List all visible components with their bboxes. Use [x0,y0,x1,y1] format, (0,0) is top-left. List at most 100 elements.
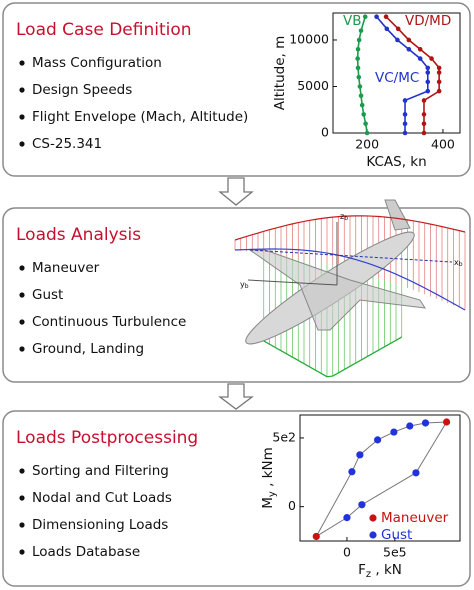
axis-label: KCAS, kn [366,154,426,170]
x-tick-label: 5e5 [383,545,407,560]
legend-label: Maneuver [381,510,449,526]
axis-symbol: yb [240,280,249,290]
point [358,93,364,99]
load-curve [234,215,466,241]
point [436,88,442,94]
down-arrow [218,383,254,410]
arrows [218,177,254,410]
point [402,121,408,126]
axis-line [247,279,338,286]
axis-symbol-letter: x [454,258,459,267]
axis-label-unit: , kN [371,562,402,578]
axis-symbol: xb [454,258,463,268]
bullet-item: Gust [32,287,63,303]
point [421,130,427,136]
legend-label: Gust [381,527,412,543]
bullet [19,468,25,474]
bullet [19,60,25,66]
axis-label: Fz , kN [358,562,402,580]
y-tick-label: 5e2 [272,429,296,444]
point [364,130,370,136]
y-tick-label: 5000 [297,78,329,93]
bullet-item: Flight Envelope (Mach, Altitude) [32,109,248,125]
point [436,65,442,71]
point [425,70,431,75]
point [417,46,423,52]
point [356,37,362,43]
point [348,468,356,476]
load-curve [263,336,403,378]
bullet-item: Dimensioning Loads [32,517,168,533]
bullet-item: Maneuver [32,260,100,276]
bullet-item: CS-25.341 [32,136,102,152]
axis-label-subscript: y [267,491,278,497]
point [357,84,363,89]
point [362,14,368,20]
axis-symbol-letter: z [340,212,344,221]
bullet [19,265,25,271]
point [363,121,368,126]
point [395,26,401,32]
bullet [19,319,25,325]
bullet-item: Continuous Turbulence [32,314,186,330]
point [406,422,414,430]
point [312,532,320,541]
point [436,79,442,85]
bullet [19,292,25,298]
plot-frame [299,414,461,542]
axis-label-symbol: M [260,497,276,509]
point [402,130,408,136]
point [425,79,431,85]
point [429,56,434,61]
point [383,14,389,20]
point [374,436,382,444]
bullet [19,549,25,555]
point [412,469,420,477]
axis-symbol-subscript: b [245,283,249,290]
point [425,88,431,94]
point [356,451,364,459]
point [358,501,366,509]
point [402,112,408,117]
point [384,26,390,32]
point [356,74,362,80]
bullet-item: Nodal and Cut Loads [32,490,172,506]
point [406,46,412,52]
point [421,419,430,427]
y-tick-label: 0 [321,125,329,140]
series-label: VD/MD [405,13,451,29]
bullet [19,141,25,147]
series-label: VB [343,13,362,29]
bullet [19,114,25,120]
axis-label-unit: , kNm [260,447,276,491]
y-tick-label: 10000 [289,31,329,46]
point [355,56,360,61]
y-tick-label: 0 [288,498,296,513]
bullet [19,87,25,93]
legend-marker [369,514,377,522]
point [436,70,442,75]
bullet [19,522,25,528]
bullet [19,495,25,501]
point [355,65,361,71]
bullet-item: Design Speeds [32,82,132,98]
axis-label: Altitude, m [272,36,288,111]
chart: 0 5000 10000 200 400 KCAS, kn Altitude, m VB VC/… [272,12,461,170]
x-tick-label: 0 [343,545,351,560]
point [421,98,427,103]
axis-label: My , kNm [260,447,278,509]
section-title: Load Case Definition [16,20,192,40]
box [2,207,471,383]
axis-label-symbol: F [358,562,366,578]
point [417,56,423,61]
section-title: Loads Analysis [16,225,141,245]
point [421,121,427,126]
point [358,28,364,33]
point [343,514,351,522]
axis-symbol-subscript: b [459,261,463,268]
legend-marker [369,531,377,539]
axis-label-subscript: z [366,569,371,580]
tail [384,199,411,231]
bullet-item: Loads Database [32,544,140,560]
